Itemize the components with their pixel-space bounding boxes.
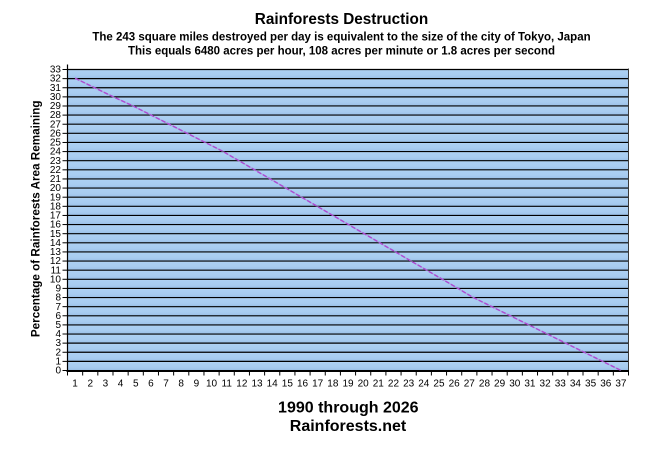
svg-text:The 243 square miles destroyed: The 243 square miles destroyed per day i… [92,31,590,43]
svg-text:11: 11 [51,265,62,276]
svg-text:26: 26 [50,128,62,139]
svg-text:3: 3 [55,338,61,349]
svg-text:2: 2 [87,379,93,390]
svg-text:14: 14 [50,238,62,249]
svg-text:27: 27 [464,379,476,390]
svg-text:1: 1 [72,379,78,390]
svg-text:11: 11 [222,379,233,390]
svg-text:27: 27 [50,119,62,130]
svg-text:1990 through 2026: 1990 through 2026 [278,400,419,417]
svg-text:29: 29 [494,379,506,390]
svg-text:9: 9 [194,379,200,390]
svg-text:0: 0 [55,366,61,377]
svg-text:12: 12 [236,379,248,390]
svg-text:19: 19 [342,379,354,390]
svg-text:29: 29 [50,101,62,112]
svg-text:Percentage of Rainforests Area: Percentage of Rainforests Area Remaining [30,100,43,337]
svg-text:8: 8 [178,379,184,390]
svg-text:15: 15 [282,379,294,390]
svg-text:28: 28 [50,110,62,121]
svg-text:6: 6 [148,379,154,390]
svg-text:7: 7 [55,302,61,313]
svg-text:25: 25 [433,379,445,390]
svg-text:23: 23 [50,156,62,167]
svg-text:32: 32 [540,379,552,390]
svg-text:17: 17 [312,379,324,390]
svg-text:23: 23 [403,379,415,390]
svg-text:14: 14 [267,379,279,390]
svg-text:35: 35 [585,379,597,390]
svg-text:37: 37 [615,379,627,390]
svg-text:30: 30 [50,92,62,103]
svg-text:19: 19 [50,192,62,203]
svg-text:4: 4 [118,379,124,390]
svg-text:24: 24 [418,379,430,390]
svg-text:16: 16 [50,220,62,231]
svg-text:12: 12 [50,256,62,267]
svg-text:28: 28 [479,379,491,390]
svg-text:2: 2 [55,347,61,358]
svg-text:1: 1 [55,356,61,367]
svg-text:33: 33 [555,379,567,390]
svg-text:22: 22 [388,379,400,390]
svg-text:15: 15 [50,229,62,240]
svg-text:10: 10 [50,274,62,285]
svg-text:34: 34 [570,379,582,390]
svg-text:21: 21 [50,174,62,185]
svg-text:18: 18 [327,379,339,390]
svg-text:7: 7 [163,379,169,390]
svg-text:8: 8 [55,293,61,304]
svg-text:This equals 6480 acres per hou: This equals 6480 acres per hour, 108 acr… [128,46,555,58]
svg-text:36: 36 [600,379,612,390]
svg-text:25: 25 [50,138,62,149]
svg-text:Rainforests.net: Rainforests.net [290,418,407,435]
svg-text:9: 9 [55,284,61,295]
svg-text:32: 32 [50,74,62,85]
svg-text:26: 26 [449,379,461,390]
svg-text:5: 5 [55,320,61,331]
svg-text:22: 22 [50,165,62,176]
svg-text:13: 13 [251,379,263,390]
svg-text:31: 31 [50,83,62,94]
svg-text:20: 20 [50,183,62,194]
svg-text:20: 20 [358,379,370,390]
svg-text:13: 13 [50,247,62,258]
svg-text:31: 31 [524,379,536,390]
svg-text:10: 10 [206,379,218,390]
svg-text:17: 17 [50,211,62,222]
svg-text:21: 21 [373,379,385,390]
svg-text:24: 24 [50,147,62,158]
svg-text:6: 6 [55,311,61,322]
svg-text:4: 4 [55,329,61,340]
svg-text:5: 5 [133,379,139,390]
svg-text:3: 3 [103,379,109,390]
svg-text:16: 16 [297,379,309,390]
svg-text:Rainforests Destruction: Rainforests Destruction [255,11,428,28]
svg-text:18: 18 [50,201,62,212]
svg-text:33: 33 [50,65,62,76]
svg-text:30: 30 [509,379,521,390]
